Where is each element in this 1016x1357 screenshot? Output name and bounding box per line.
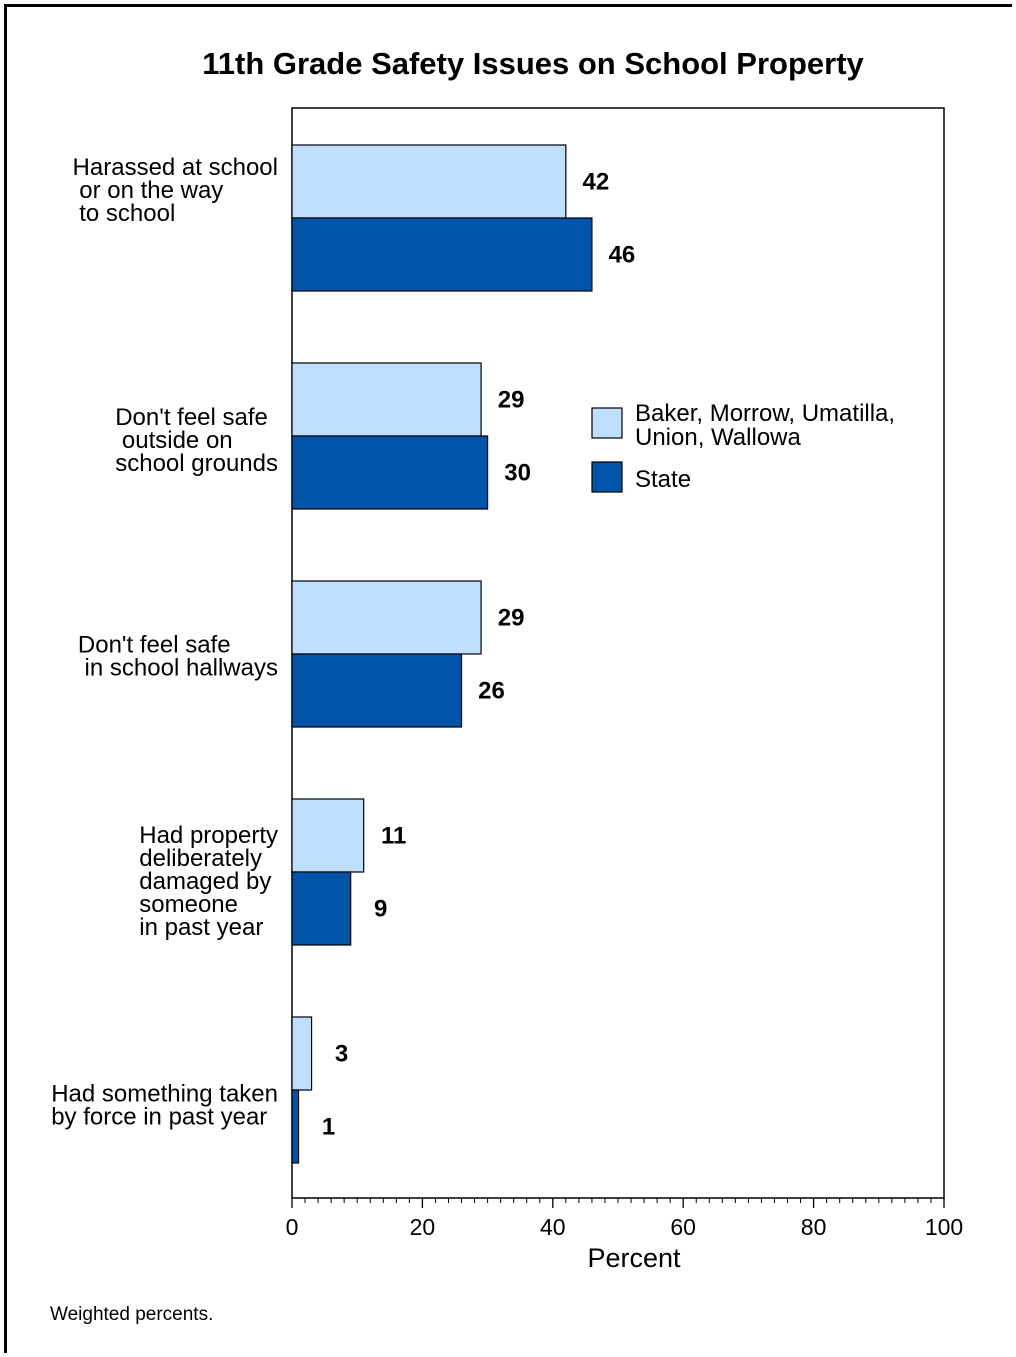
data-label-state-3: 9: [374, 896, 387, 923]
bar-state-3: [291, 871, 352, 946]
bar-state-2: [291, 653, 463, 728]
category-label-line: Had something taken: [51, 1081, 278, 1108]
x-axis: 0 20 40 60 80 100: [286, 1198, 963, 1240]
legend-label-region: Baker, Morrow, Umatilla, Union, Wallowa: [635, 400, 895, 451]
bar-region-3: [291, 798, 365, 873]
legend-swatch-region: [591, 407, 623, 439]
category-label-4: Had something taken by force in past year: [51, 1081, 278, 1131]
category-label-line: school grounds: [115, 450, 278, 477]
chart-frame: [4, 4, 1012, 1353]
category-label-2: Don't feel safe in school hallways: [78, 632, 278, 682]
category-label-line: someone: [139, 891, 238, 918]
bar-region-4: [291, 1016, 313, 1091]
bar-region-2: [291, 580, 482, 655]
legend-swatch-state: [591, 461, 623, 493]
category-label-line: deliberately: [139, 845, 262, 872]
category-label-line: Don't feel safe: [115, 404, 268, 431]
bar-region-0: [291, 144, 567, 219]
category-label-0: Harassed at school or on the way to scho…: [73, 154, 278, 227]
category-label-line: in past year: [139, 914, 263, 941]
category-label-line: by force in past year: [51, 1104, 267, 1131]
legend-label-line: Union, Wallowa: [635, 424, 801, 451]
legend-label-line: State: [635, 466, 691, 493]
x-axis-title: Percent: [587, 1243, 681, 1273]
data-label-region-2: 29: [498, 605, 525, 632]
chart-title: 11th Grade Safety Issues on School Prope…: [202, 46, 864, 81]
category-label-line: to school: [73, 200, 176, 227]
category-label-1: Don't feel safe outside on school grounds: [115, 404, 278, 477]
x-tick-label-60: 60: [670, 1214, 696, 1240]
legend: Baker, Morrow, Umatilla, Union, Wallowa St…: [591, 400, 895, 493]
bar-state-0: [291, 217, 593, 292]
category-label-line: or on the way: [73, 177, 224, 204]
x-tick-label-100: 100: [925, 1214, 963, 1240]
x-tick-label-80: 80: [801, 1214, 827, 1240]
bar-region-1: [291, 362, 482, 437]
x-tick-label-20: 20: [410, 1214, 436, 1240]
data-label-region-3: 11: [381, 823, 406, 850]
category-label-line: Don't feel safe: [78, 632, 231, 659]
data-label-state-4: 1: [322, 1114, 335, 1141]
bar-state-1: [291, 435, 489, 510]
data-label-state-1: 30: [504, 460, 531, 487]
data-label-region-0: 42: [582, 169, 609, 196]
data-label-region-4: 3: [335, 1041, 348, 1068]
x-tick-label-40: 40: [540, 1214, 566, 1240]
data-label-state-0: 46: [609, 242, 636, 269]
legend-label-state: State: [635, 466, 691, 493]
category-label-3: Had property deliberately damaged by someon…: [139, 822, 278, 941]
category-label-line: Harassed at school: [73, 154, 278, 181]
legend-label-line: Baker, Morrow, Umatilla,: [635, 400, 895, 427]
category-label-line: outside on: [115, 427, 232, 454]
footnote: Weighted percents.: [50, 1304, 213, 1325]
category-labels: Harassed at school or on the way to scho…: [51, 154, 278, 1131]
data-label-state-2: 26: [478, 678, 505, 705]
category-label-line: damaged by: [139, 868, 271, 895]
category-label-line: Had property: [139, 822, 278, 849]
bar-state-4: [291, 1089, 300, 1164]
category-label-line: in school hallways: [78, 655, 278, 682]
bars-layer: 42 46 29 30 29 26 11 9 3 1: [291, 144, 636, 1164]
x-tick-label-0: 0: [286, 1214, 299, 1240]
data-label-region-1: 29: [498, 387, 525, 414]
